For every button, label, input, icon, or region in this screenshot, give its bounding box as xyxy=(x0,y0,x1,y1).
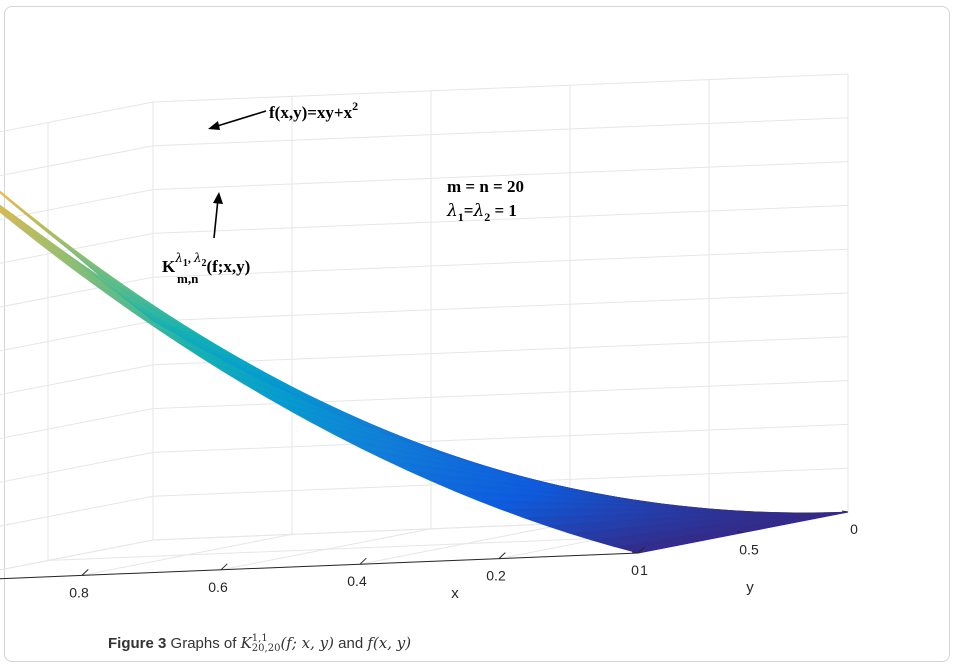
caption-operator-sup: 1,1 xyxy=(251,633,268,644)
y-tick-2 xyxy=(841,510,849,513)
f-annotation-arrow xyxy=(213,110,267,128)
x-tick-5 xyxy=(637,546,645,554)
surface-1-patch xyxy=(0,210,27,232)
grid-line-x-0 xyxy=(0,102,154,571)
x-tick-label-1: 0.8 xyxy=(69,584,89,600)
x-axis-title: x xyxy=(451,585,459,602)
surface-0-patch xyxy=(0,191,11,201)
surface-0-patch xyxy=(0,190,2,193)
surface-0-patch xyxy=(0,190,23,210)
x-tick-label-2: 0.6 xyxy=(208,579,228,595)
k-annotation-sup1: λ xyxy=(174,251,183,265)
surface-1-patch xyxy=(0,210,20,227)
y-tick-label-1: 0.5 xyxy=(739,542,759,558)
x-tick-4 xyxy=(498,552,506,559)
param-line-1: m = n = 20 xyxy=(447,177,524,196)
f-annotation: f(x,y)=xy+x2 xyxy=(269,99,358,122)
grid-line-z-8 xyxy=(0,161,849,220)
x-tick-label-3: 0.4 xyxy=(347,573,367,589)
caption-operator-sub: 20,20 xyxy=(251,643,281,654)
f-annotation-main: f(x,y)=xy+x xyxy=(269,103,353,122)
grid-line-x-5 xyxy=(637,74,849,554)
surface-1-patch xyxy=(0,204,23,223)
x-tick-3 xyxy=(359,557,367,565)
surface-0-patch xyxy=(0,190,16,204)
caption-prefix: Graphs of xyxy=(170,635,237,652)
k-annotation-comma: , xyxy=(188,251,191,265)
caption-function: f(x, y) xyxy=(367,634,412,652)
y-tick-0 xyxy=(631,551,639,554)
caption-operator: K 1,1 20,20 (f; x, y) xyxy=(240,633,334,654)
surface-1-patch xyxy=(0,209,4,213)
k-annotation-sup2-sub: 2 xyxy=(201,258,206,269)
k-annotation-sup2: λ xyxy=(193,251,202,265)
surface-0 xyxy=(0,190,849,554)
grid-line-y-1 xyxy=(47,122,744,562)
grid-line-z-7 xyxy=(0,204,849,264)
caption-conjunction: and xyxy=(338,635,364,652)
k-annotation-sub: m,n xyxy=(177,271,199,286)
surface-1-patch xyxy=(0,205,16,218)
y-tick-label-0: 1 xyxy=(640,562,648,578)
param-equals: = xyxy=(464,201,474,220)
k-annotation-arrow xyxy=(213,198,219,239)
caption-label: Figure 3 xyxy=(108,635,167,652)
k-annotation: Kλ1, λ2(f;x,y) xyxy=(162,251,250,276)
surface-layer xyxy=(0,190,849,554)
param-lambda2: λ xyxy=(472,201,484,221)
x-tick-label-4: 0.2 xyxy=(486,568,506,584)
surface-0-patch xyxy=(0,191,4,196)
surface-1-patch xyxy=(0,205,9,214)
y-tick-label-2: 0 xyxy=(850,521,858,537)
surface-1-patch xyxy=(0,206,2,209)
y-axis-title: y xyxy=(746,579,754,596)
x-tick-2 xyxy=(220,563,228,571)
surface-0-patch xyxy=(0,192,20,210)
grid-line-z-9 xyxy=(0,117,849,177)
figure-frame xyxy=(4,6,950,662)
grid-line-z-10 xyxy=(0,73,849,133)
param-line-2: λ1=λ2 = 1 xyxy=(446,201,517,224)
k-annotation-sup1-sub: 1 xyxy=(183,258,188,269)
caption-operator-args: (f; x, y) xyxy=(280,634,334,652)
grid-line-z-3 xyxy=(0,380,849,439)
grid-layer xyxy=(0,73,849,580)
grid-line-z-4 xyxy=(0,336,849,396)
k-annotation-args: (f;x,y) xyxy=(206,257,250,276)
f-annotation-arrowhead xyxy=(208,121,220,130)
param-rest: = 1 xyxy=(490,201,517,220)
caption-operator-symbol: K xyxy=(240,634,252,652)
k-annotation-arrowhead xyxy=(213,192,223,204)
param-lambda1: λ xyxy=(446,201,458,221)
surface-0-patch xyxy=(0,190,9,199)
surface-1 xyxy=(0,204,849,554)
y-tick-1 xyxy=(736,531,744,533)
x-axis-line xyxy=(0,552,639,580)
x-tick-1 xyxy=(81,569,89,576)
x-tick-label-5: 0 xyxy=(631,562,639,578)
k-annotation-K: K xyxy=(162,257,176,276)
tick-layer: 00.20.40.60.811.21.41.61.8210.80.60.40.2… xyxy=(69,510,858,600)
surface-1-patch xyxy=(0,206,25,227)
f-annotation-exp: 2 xyxy=(352,99,358,113)
param-lambda2-sub: 2 xyxy=(484,210,490,224)
grid-line-x-2 xyxy=(220,90,432,571)
surface-1-patch xyxy=(0,207,18,222)
param-lambda1-sub: 1 xyxy=(458,210,464,224)
surface-1-patch xyxy=(0,208,11,218)
figure-caption: Figure 3 Graphs of K 1,1 20,20 (f; x, y) an… xyxy=(108,634,411,654)
